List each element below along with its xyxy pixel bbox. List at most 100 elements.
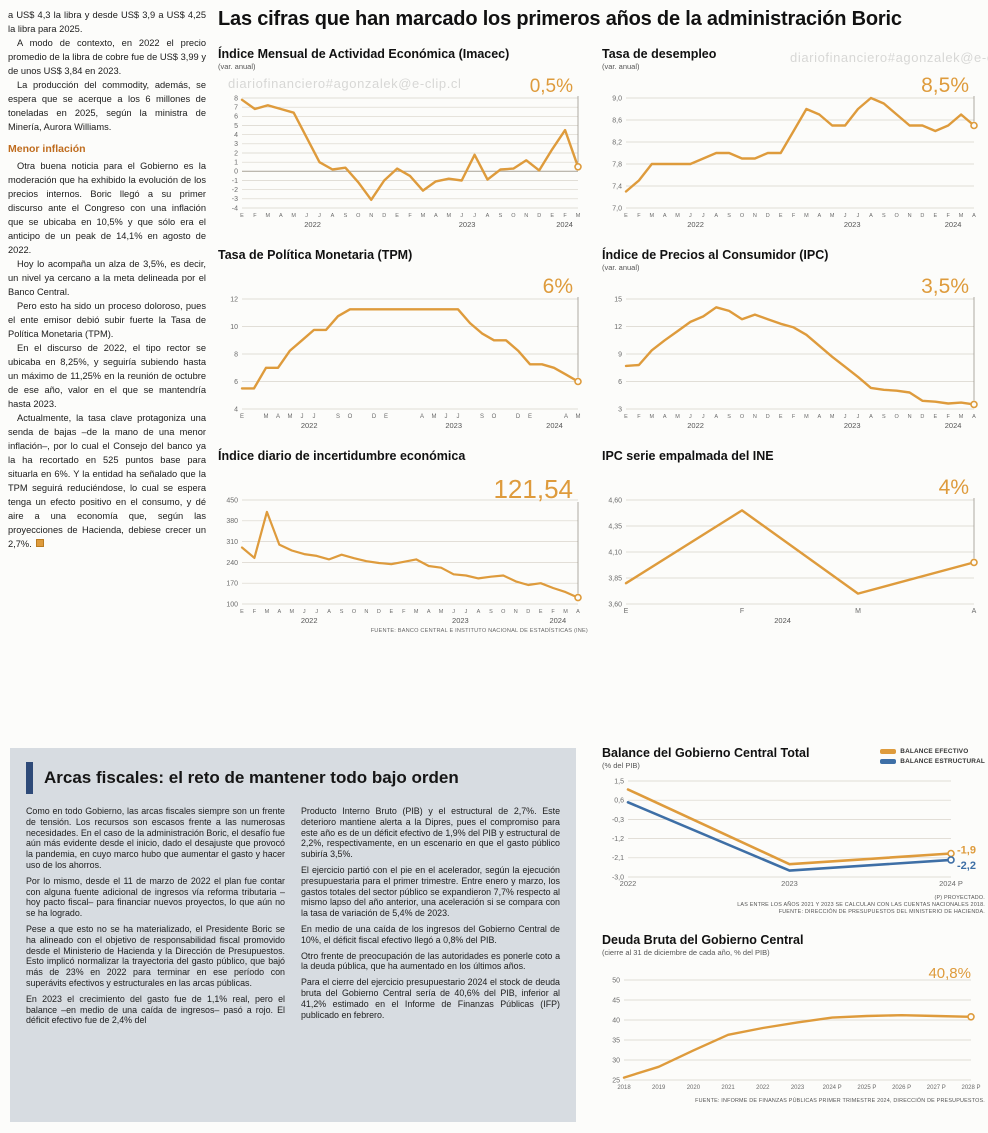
svg-text:E: E bbox=[240, 609, 244, 615]
svg-text:D: D bbox=[382, 213, 386, 219]
svg-text:E: E bbox=[389, 609, 393, 615]
legend-label: BALANCE EFECTIVO bbox=[900, 748, 969, 755]
svg-text:-3,0: -3,0 bbox=[612, 874, 624, 881]
svg-text:M: M bbox=[264, 414, 269, 420]
svg-text:2022: 2022 bbox=[687, 421, 704, 430]
charts-grid: Índice Mensual de Actividad Económica (I… bbox=[218, 47, 984, 634]
svg-text:M: M bbox=[290, 609, 295, 615]
svg-text:240: 240 bbox=[226, 560, 238, 567]
svg-text:A: A bbox=[817, 414, 821, 420]
article-paragraphs-inflation: Otra buena noticia para el Gobierno es l… bbox=[8, 159, 206, 551]
svg-text:-0,3: -0,3 bbox=[612, 817, 624, 824]
svg-text:-2,2: -2,2 bbox=[957, 860, 976, 872]
svg-text:F: F bbox=[402, 609, 406, 615]
svg-text:50: 50 bbox=[612, 977, 620, 984]
svg-text:J: J bbox=[313, 414, 316, 420]
svg-text:D: D bbox=[920, 213, 924, 219]
chart-deuda: Deuda Bruta del Gobierno Central (cierre… bbox=[602, 933, 985, 1105]
legend: BALANCE EFECTIVO BALANCE ESTRUCTURAL bbox=[880, 748, 985, 768]
svg-text:O: O bbox=[492, 414, 497, 420]
svg-text:A: A bbox=[279, 213, 283, 219]
svg-text:2019: 2019 bbox=[652, 1085, 666, 1091]
svg-text:N: N bbox=[514, 609, 518, 615]
svg-text:2023: 2023 bbox=[791, 1085, 805, 1091]
svg-text:J: J bbox=[702, 213, 705, 219]
svg-text:E: E bbox=[384, 414, 388, 420]
svg-text:4,35: 4,35 bbox=[608, 523, 622, 530]
svg-text:O: O bbox=[895, 414, 900, 420]
svg-text:D: D bbox=[372, 414, 377, 420]
svg-text:J: J bbox=[844, 414, 847, 420]
fiscal-column-2: Producto Interno Bruto (PIB) y el estruc… bbox=[301, 806, 560, 1031]
svg-text:4: 4 bbox=[234, 132, 238, 139]
legend-item-estructural: BALANCE ESTRUCTURAL bbox=[880, 758, 985, 765]
svg-text:O: O bbox=[740, 414, 745, 420]
svg-text:A: A bbox=[277, 609, 281, 615]
svg-text:-3: -3 bbox=[232, 196, 238, 203]
chart-subtitle bbox=[218, 263, 588, 273]
svg-text:A: A bbox=[434, 213, 438, 219]
chart-title: Índice diario de incertidumbre económica bbox=[218, 449, 466, 463]
svg-text:-1,2: -1,2 bbox=[612, 836, 624, 843]
svg-text:O: O bbox=[348, 414, 353, 420]
svg-text:45: 45 bbox=[612, 997, 620, 1004]
paragraph: Producto Interno Bruto (PIB) y el estruc… bbox=[301, 806, 560, 860]
svg-text:F: F bbox=[947, 414, 951, 420]
svg-text:2022: 2022 bbox=[304, 220, 321, 229]
svg-text:0,5%: 0,5% bbox=[530, 76, 573, 97]
svg-text:M: M bbox=[650, 414, 655, 420]
svg-text:M: M bbox=[291, 213, 296, 219]
svg-text:N: N bbox=[908, 213, 912, 219]
legend-swatch-blue bbox=[880, 759, 897, 764]
svg-text:4: 4 bbox=[234, 406, 238, 413]
svg-text:A: A bbox=[327, 609, 331, 615]
svg-text:2023: 2023 bbox=[781, 879, 798, 888]
svg-text:2021: 2021 bbox=[721, 1085, 735, 1091]
chart-title: Índice de Precios al Consumidor (IPC) bbox=[602, 248, 829, 262]
svg-text:A: A bbox=[714, 414, 718, 420]
paragraph: En el discurso de 2022, el tipo rector s… bbox=[8, 343, 206, 409]
article-paragraphs-copper: a US$ 4,3 la libra y desde US$ 3,9 a US$… bbox=[8, 8, 206, 134]
legend-swatch-orange bbox=[880, 749, 897, 754]
chart-imacec: Índice Mensual de Actividad Económica (I… bbox=[218, 47, 588, 230]
svg-text:2022: 2022 bbox=[687, 220, 704, 229]
ipc-ine-line-chart: 4,60 4,35 4,10 3,85 3,60E F M A 2024 4% bbox=[608, 476, 978, 625]
svg-text:E: E bbox=[624, 213, 628, 219]
article-column: a US$ 4,3 la libra y desde US$ 3,9 a US$… bbox=[8, 8, 206, 551]
svg-text:M: M bbox=[414, 609, 419, 615]
chart-title: Deuda Bruta del Gobierno Central bbox=[602, 932, 804, 947]
legend-label: BALANCE ESTRUCTURAL bbox=[900, 758, 985, 765]
svg-text:380: 380 bbox=[226, 518, 238, 525]
svg-text:A: A bbox=[486, 213, 490, 219]
svg-text:N: N bbox=[524, 213, 528, 219]
legend-item-efectivo: BALANCE EFECTIVO bbox=[880, 748, 985, 755]
svg-text:5: 5 bbox=[234, 123, 238, 130]
svg-text:A: A bbox=[972, 608, 977, 615]
svg-text:8,6: 8,6 bbox=[612, 117, 622, 124]
svg-text:S: S bbox=[727, 414, 731, 420]
svg-text:S: S bbox=[344, 213, 348, 219]
svg-text:40: 40 bbox=[612, 1017, 620, 1024]
svg-text:F: F bbox=[551, 609, 555, 615]
chart-ipc-ine: IPC serie empalmada del INE 4,60 4,35 4,10… bbox=[602, 449, 984, 634]
svg-text:2023: 2023 bbox=[844, 220, 861, 229]
svg-text:J: J bbox=[445, 414, 448, 420]
svg-text:N: N bbox=[753, 213, 757, 219]
svg-text:M: M bbox=[265, 609, 270, 615]
svg-text:E: E bbox=[779, 414, 783, 420]
svg-text:-1,9: -1,9 bbox=[957, 845, 976, 857]
svg-text:12: 12 bbox=[230, 296, 238, 303]
svg-text:F: F bbox=[408, 213, 412, 219]
svg-text:3,85: 3,85 bbox=[608, 575, 622, 582]
svg-text:D: D bbox=[766, 414, 770, 420]
svg-text:M: M bbox=[576, 213, 581, 219]
svg-text:9: 9 bbox=[618, 351, 622, 358]
svg-text:J: J bbox=[318, 213, 321, 219]
svg-text:M: M bbox=[650, 213, 655, 219]
svg-text:4,60: 4,60 bbox=[608, 497, 622, 504]
paragraph: Pese a que esto no se ha materializado, … bbox=[26, 923, 285, 988]
svg-text:N: N bbox=[753, 414, 757, 420]
